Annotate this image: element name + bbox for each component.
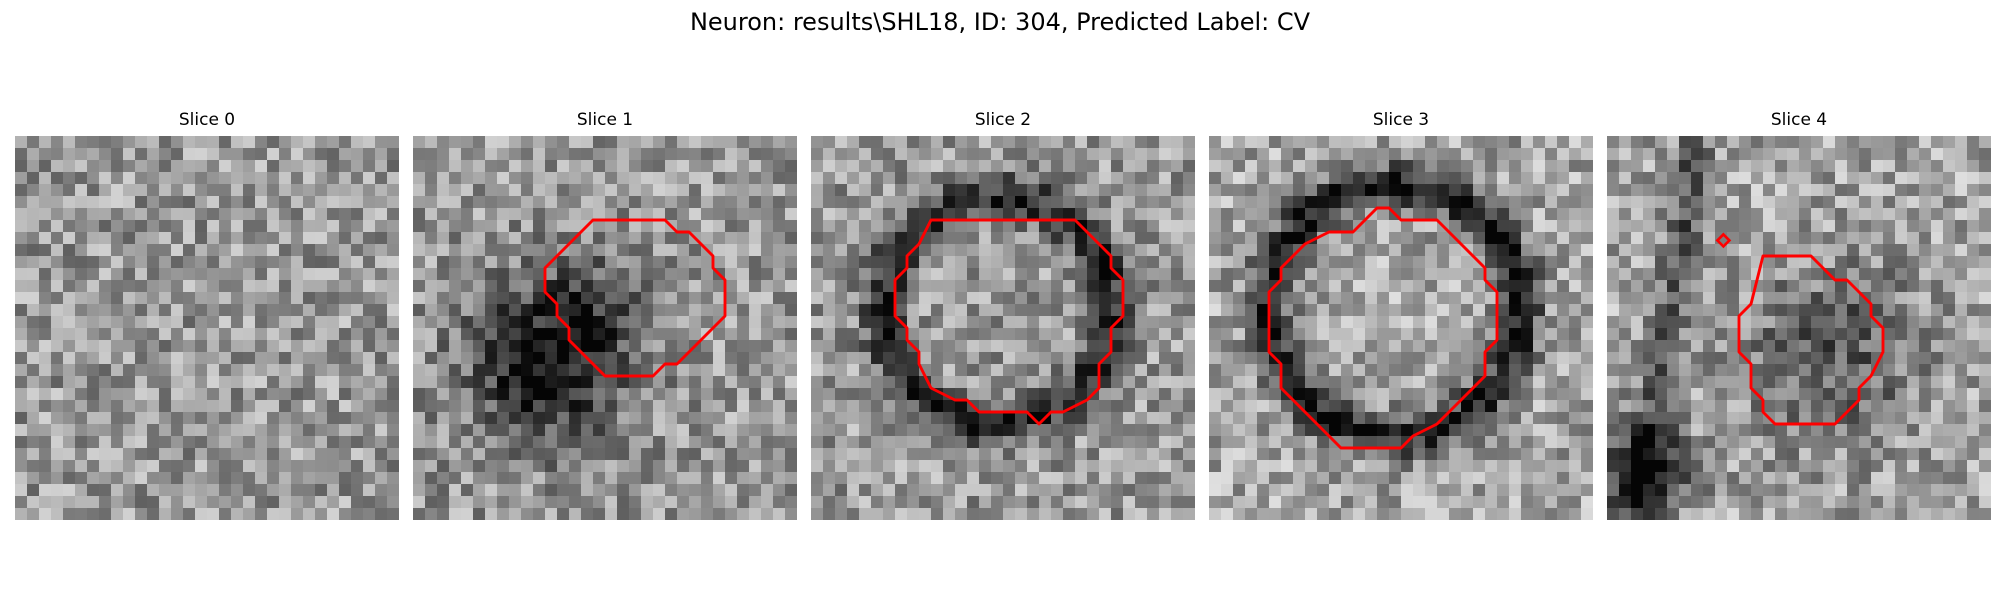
slice-image-0 bbox=[15, 136, 399, 520]
slice-title-4: Slice 4 bbox=[1607, 108, 1991, 132]
slice-image-1 bbox=[413, 136, 797, 520]
figure-title: Neuron: results\SHL18, ID: 304, Predicte… bbox=[0, 6, 2000, 38]
slice-title-0: Slice 0 bbox=[15, 108, 399, 132]
slice-title-1: Slice 1 bbox=[413, 108, 797, 132]
slice-title-3: Slice 3 bbox=[1209, 108, 1593, 132]
slice-title-2: Slice 2 bbox=[811, 108, 1195, 132]
slice-image-4 bbox=[1607, 136, 1991, 520]
slice-image-3 bbox=[1209, 136, 1593, 520]
slice-image-2 bbox=[811, 136, 1195, 520]
